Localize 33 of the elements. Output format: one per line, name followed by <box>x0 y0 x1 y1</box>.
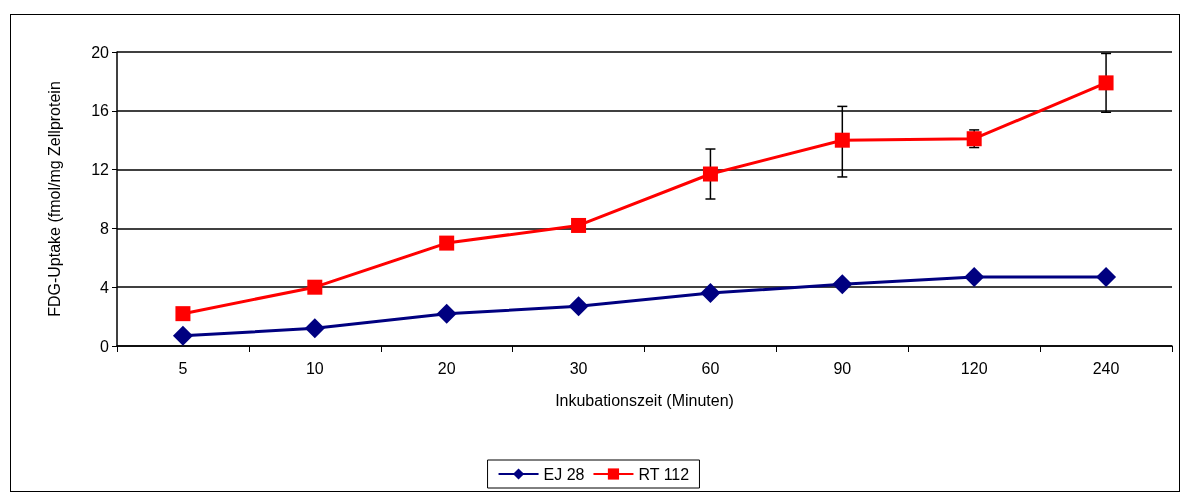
point <box>571 217 587 233</box>
x-tick-label: 20 <box>437 359 456 377</box>
point <box>307 279 323 295</box>
point <box>964 266 985 287</box>
point <box>700 283 721 304</box>
point <box>832 274 853 295</box>
point <box>436 303 457 324</box>
legend-label: RT 112 <box>638 465 690 483</box>
x-tick-label: 5 <box>178 359 188 377</box>
y-tick-label: 12 <box>91 161 110 179</box>
x-axis-title: Inkubationszeit (Minuten) <box>555 391 734 409</box>
y-tick-label: 16 <box>91 102 110 120</box>
point <box>304 318 325 339</box>
point <box>1098 75 1114 91</box>
x-tick-label: 60 <box>701 359 720 377</box>
x-tick-label: 120 <box>960 359 988 377</box>
x-tick-label: 240 <box>1092 359 1120 377</box>
y-tick-label: 4 <box>100 278 110 296</box>
point <box>568 296 589 317</box>
x-tick-label: 90 <box>833 359 852 377</box>
point <box>834 132 850 148</box>
point <box>702 166 718 182</box>
x-tick-label: 10 <box>305 359 324 377</box>
y-tick-label: 8 <box>100 219 110 237</box>
point <box>439 235 455 251</box>
y-axis-title: FDG-Uptake (fmol/mg Zellprotein <box>45 81 63 317</box>
x-tick-label: 30 <box>569 359 588 377</box>
y-tick-label: 0 <box>100 337 110 355</box>
point <box>175 306 191 322</box>
point <box>1096 266 1117 287</box>
point <box>172 325 193 346</box>
legend-label: EJ 28 <box>543 465 585 483</box>
y-tick-label: 20 <box>91 43 110 61</box>
